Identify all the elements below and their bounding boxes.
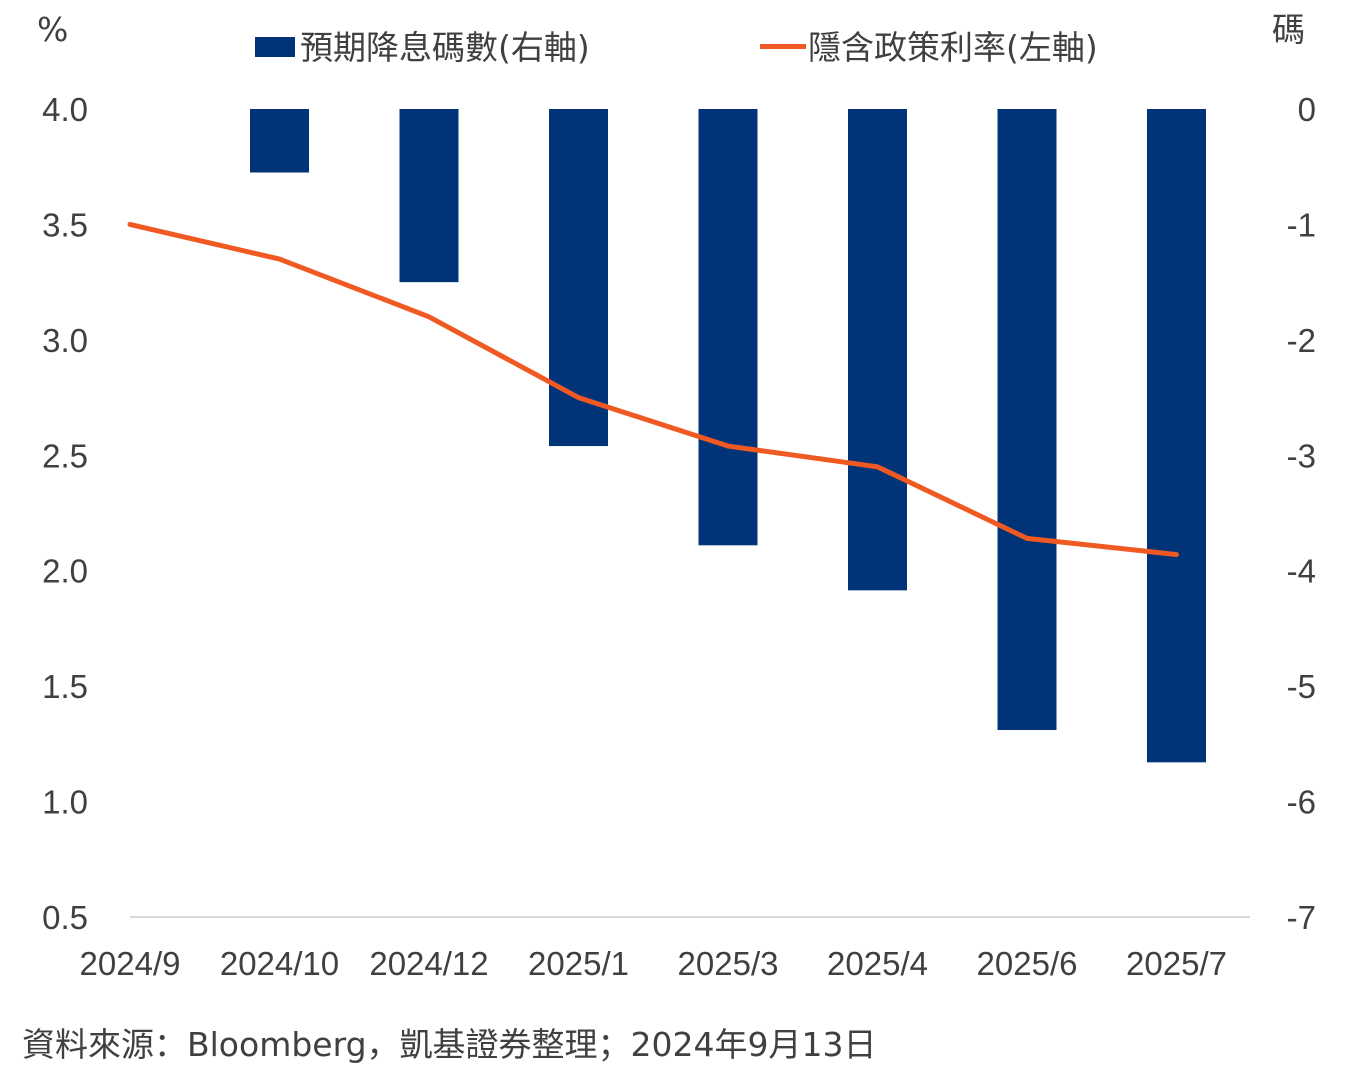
bar-2025/6 xyxy=(997,109,1057,731)
right-tick-label: -2 xyxy=(1287,322,1316,359)
bar-2025/4 xyxy=(848,109,907,591)
left-axis-ticks: 4.0 3.5 3.0 2.5 2.0 1.5 1.0 0.5 xyxy=(42,91,88,936)
chart-canvas: 預期降息碼數(右軸) 隱含政策利率(左軸) % 碼 4.0 3.5 3.0 2.5 2.… xyxy=(37,10,1316,982)
legend-line-swatch xyxy=(760,44,806,49)
bar-2024/10 xyxy=(250,109,309,173)
right-tick-label: -7 xyxy=(1287,899,1316,936)
left-tick-label: 4.0 xyxy=(42,91,88,128)
x-tick-label: 2024/10 xyxy=(220,945,339,982)
legend-line-label: 隱含政策利率(左軸) xyxy=(808,28,1098,67)
left-tick-label: 3.5 xyxy=(42,206,88,243)
policy-rate-line xyxy=(127,221,1179,558)
x-tick-label: 2024/9 xyxy=(80,945,181,982)
right-axis-unit: 碼 xyxy=(1272,10,1305,49)
left-tick-label: 0.5 xyxy=(42,899,88,936)
x-axis-ticks: 2024/9 2024/10 2024/12 2025/1 2025/3 2025/4 20… xyxy=(80,945,1227,982)
right-tick-label: -1 xyxy=(1287,206,1316,243)
legend: 預期降息碼數(右軸) 隱含政策利率(左軸) xyxy=(255,28,1098,67)
x-tick-label: 2025/3 xyxy=(678,945,779,982)
legend-bar-swatch xyxy=(255,37,295,57)
bar-2024/12 xyxy=(399,109,459,283)
source-note: 資料來源：Bloomberg，凱基證券整理；2024年9月13日 xyxy=(22,1025,877,1064)
right-tick-label: 0 xyxy=(1298,91,1316,128)
x-tick-label: 2025/6 xyxy=(977,945,1078,982)
bar-2025/3 xyxy=(698,109,758,546)
x-tick-label: 2025/1 xyxy=(528,945,629,982)
right-tick-label: -5 xyxy=(1287,668,1316,705)
left-tick-label: 3.0 xyxy=(42,322,88,359)
right-tick-label: -4 xyxy=(1287,553,1316,590)
right-tick-label: -6 xyxy=(1287,784,1316,821)
x-tick-label: 2025/4 xyxy=(827,945,928,982)
left-tick-label: 1.5 xyxy=(42,668,88,705)
x-tick-label: 2024/12 xyxy=(369,945,488,982)
right-tick-label: -3 xyxy=(1287,437,1316,474)
left-tick-label: 2.0 xyxy=(42,553,88,590)
bar-series xyxy=(250,109,1206,763)
bar-2025/1 xyxy=(549,109,608,447)
legend-bar-label: 預期降息碼數(右軸) xyxy=(300,28,590,67)
right-axis-ticks: 0 -1 -2 -3 -4 -5 -6 -7 xyxy=(1287,91,1316,936)
line-series xyxy=(127,221,1179,558)
left-tick-label: 1.0 xyxy=(42,784,88,821)
bar-2025/7 xyxy=(1147,109,1206,763)
left-tick-label: 2.5 xyxy=(42,437,88,474)
left-axis-unit: % xyxy=(37,10,68,49)
x-tick-label: 2025/7 xyxy=(1126,945,1227,982)
